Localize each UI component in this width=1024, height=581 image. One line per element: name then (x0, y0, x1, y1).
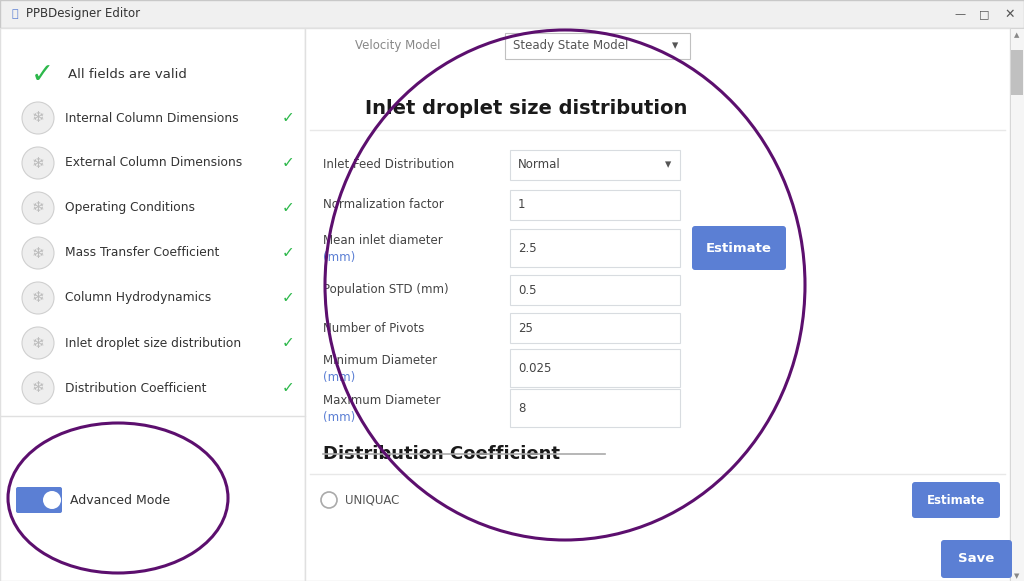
Text: 0.5: 0.5 (518, 284, 537, 296)
Text: ✕: ✕ (1005, 8, 1015, 20)
Text: Population STD (mm): Population STD (mm) (323, 284, 449, 296)
FancyBboxPatch shape (1011, 50, 1023, 95)
Text: ❄: ❄ (32, 335, 44, 350)
FancyBboxPatch shape (510, 313, 680, 343)
Text: ✓: ✓ (282, 381, 294, 396)
Text: Minimum Diameter: Minimum Diameter (323, 353, 437, 367)
Text: Inlet droplet size distribution: Inlet droplet size distribution (65, 336, 241, 350)
Text: (mm): (mm) (323, 371, 355, 383)
Text: ▾: ▾ (665, 159, 671, 171)
Circle shape (22, 102, 54, 134)
Circle shape (43, 491, 61, 509)
Text: (mm): (mm) (323, 250, 355, 264)
Text: Normal: Normal (518, 159, 561, 171)
Text: ❄: ❄ (32, 110, 44, 125)
Text: Mass Transfer Coefficient: Mass Transfer Coefficient (65, 246, 219, 260)
Text: Mean inlet diameter: Mean inlet diameter (323, 234, 442, 246)
Text: 25: 25 (518, 321, 532, 335)
Circle shape (22, 192, 54, 224)
Text: 2.5: 2.5 (518, 242, 537, 254)
Text: External Column Dimensions: External Column Dimensions (65, 156, 243, 170)
Text: Distribution Coefficient: Distribution Coefficient (65, 382, 207, 394)
Text: □: □ (979, 9, 989, 19)
FancyBboxPatch shape (510, 275, 680, 305)
FancyBboxPatch shape (941, 540, 1012, 578)
Text: PPBDesigner Editor: PPBDesigner Editor (26, 8, 140, 20)
Circle shape (321, 492, 337, 508)
Text: 1: 1 (518, 199, 525, 211)
Text: 📊: 📊 (12, 9, 18, 19)
Text: —: — (954, 9, 966, 19)
Circle shape (22, 237, 54, 269)
FancyBboxPatch shape (0, 28, 305, 581)
Text: Velocity Model: Velocity Model (355, 40, 440, 52)
Text: ✓: ✓ (282, 156, 294, 170)
Text: All fields are valid: All fields are valid (68, 69, 186, 81)
Text: ▲: ▲ (1015, 32, 1020, 38)
FancyBboxPatch shape (510, 389, 680, 427)
Text: Distribution Coefficient: Distribution Coefficient (323, 445, 560, 463)
Text: ❄: ❄ (32, 246, 44, 260)
FancyBboxPatch shape (510, 229, 680, 267)
Text: ❄: ❄ (32, 290, 44, 306)
Circle shape (22, 282, 54, 314)
Text: (mm): (mm) (323, 411, 355, 424)
FancyBboxPatch shape (1010, 28, 1024, 581)
Text: ❄: ❄ (32, 200, 44, 216)
Circle shape (22, 372, 54, 404)
Text: ❄: ❄ (32, 381, 44, 396)
Circle shape (22, 147, 54, 179)
Text: ❄: ❄ (32, 156, 44, 170)
Text: ✓: ✓ (282, 246, 294, 260)
Text: Estimate: Estimate (707, 242, 772, 254)
FancyBboxPatch shape (912, 482, 1000, 518)
FancyBboxPatch shape (510, 150, 680, 180)
Text: ▼: ▼ (1015, 573, 1020, 579)
Text: ✓: ✓ (282, 290, 294, 306)
Text: ▾: ▾ (672, 40, 678, 52)
Text: ✓: ✓ (282, 200, 294, 216)
FancyBboxPatch shape (510, 349, 680, 387)
Text: UNIQUAC: UNIQUAC (345, 493, 399, 507)
Text: Steady State Model: Steady State Model (513, 40, 629, 52)
Text: Operating Conditions: Operating Conditions (65, 202, 195, 214)
FancyBboxPatch shape (505, 33, 690, 59)
Text: ✓: ✓ (282, 335, 294, 350)
Text: 8: 8 (518, 401, 525, 414)
FancyBboxPatch shape (692, 226, 786, 270)
Text: Save: Save (957, 553, 994, 565)
Text: ✓: ✓ (31, 61, 53, 89)
FancyBboxPatch shape (510, 190, 680, 220)
Text: Number of Pivots: Number of Pivots (323, 321, 424, 335)
Text: Estimate: Estimate (927, 493, 985, 507)
Text: Inlet Feed Distribution: Inlet Feed Distribution (323, 159, 455, 171)
Text: Inlet droplet size distribution: Inlet droplet size distribution (365, 99, 687, 117)
Text: Internal Column Dimensions: Internal Column Dimensions (65, 112, 239, 124)
FancyBboxPatch shape (16, 487, 62, 513)
FancyBboxPatch shape (0, 0, 1024, 28)
Text: Column Hydrodynamics: Column Hydrodynamics (65, 292, 211, 304)
Circle shape (22, 327, 54, 359)
Text: 0.025: 0.025 (518, 361, 551, 375)
Text: Normalization factor: Normalization factor (323, 199, 443, 211)
Text: Maximum Diameter: Maximum Diameter (323, 393, 440, 407)
FancyBboxPatch shape (305, 28, 1010, 581)
Text: ✓: ✓ (282, 110, 294, 125)
Text: Advanced Mode: Advanced Mode (70, 493, 170, 507)
